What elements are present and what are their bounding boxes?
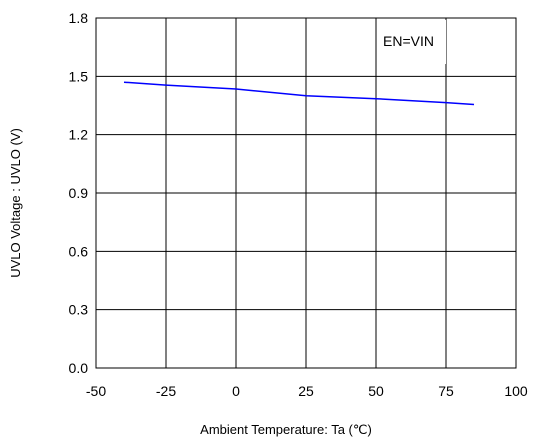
y-tick-label: 1.2 <box>69 127 89 143</box>
x-tick-label: 25 <box>298 383 314 399</box>
y-tick-label: 0.9 <box>69 185 89 201</box>
x-tick-label: 75 <box>438 383 454 399</box>
y-tick-label: 0.6 <box>69 243 89 259</box>
x-tick-label: -50 <box>86 383 106 399</box>
x-tick-label: 0 <box>232 383 240 399</box>
x-tick-labels: -50 -25 0 25 50 75 100 <box>86 383 528 399</box>
y-tick-label: 0.0 <box>69 360 89 376</box>
x-tick-label: -25 <box>156 383 176 399</box>
series-line-0 <box>123 81 475 106</box>
y-tick-label: 1.5 <box>69 68 89 84</box>
x-axis-label: Ambient Temperature: Ta (℃) <box>200 422 372 437</box>
y-tick-label: 0.3 <box>69 302 89 318</box>
y-tick-label: 1.8 <box>69 10 89 26</box>
x-tick-label: 100 <box>504 383 528 399</box>
series-group <box>123 81 475 106</box>
annotation-background <box>378 20 446 64</box>
y-tick-labels: 0.0 0.3 0.6 0.9 1.2 1.5 1.8 <box>69 10 89 376</box>
annotation-group: EN=VIN <box>378 20 446 64</box>
y-axis-label: UVLO Voltage : UVLO (V) <box>8 128 23 278</box>
plot-frame <box>95 17 517 369</box>
x-tick-label: 50 <box>368 383 384 399</box>
annotation-en-vin: EN=VIN <box>383 33 434 49</box>
